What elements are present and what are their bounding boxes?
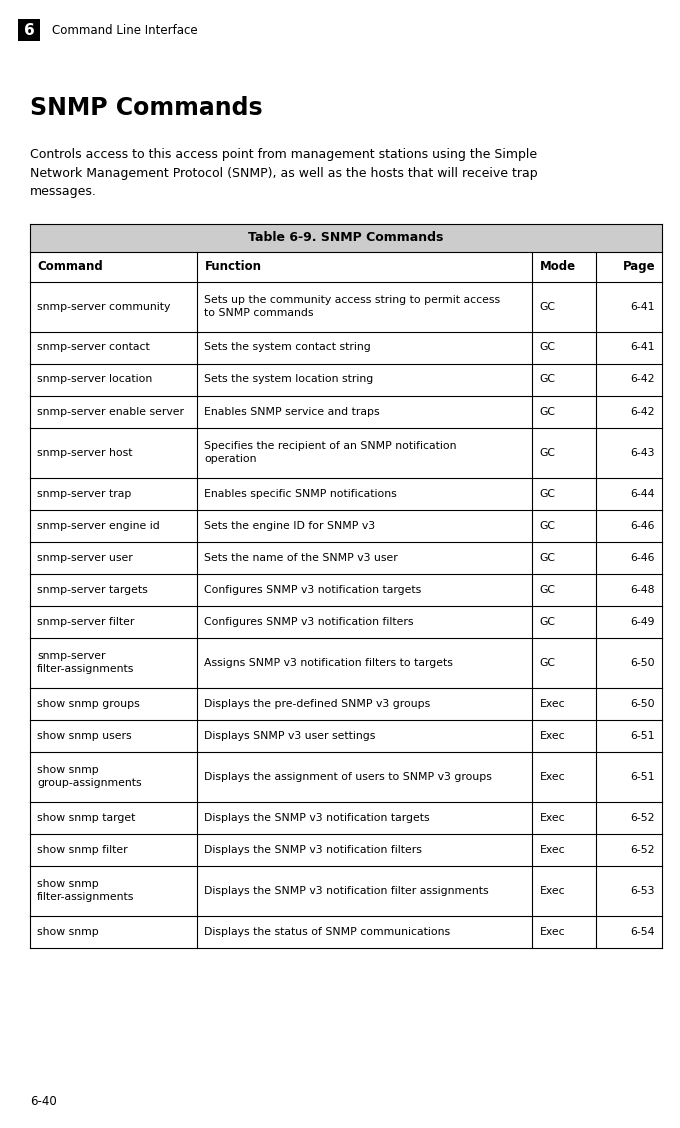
Text: show snmp groups: show snmp groups	[37, 698, 140, 708]
Text: Displays SNMP v3 user settings: Displays SNMP v3 user settings	[205, 731, 376, 740]
Text: show snmp
filter-assignments: show snmp filter-assignments	[37, 879, 135, 902]
Text: snmp-server enable server: snmp-server enable server	[37, 406, 184, 416]
Text: Displays the assignment of users to SNMP v3 groups: Displays the assignment of users to SNMP…	[205, 772, 492, 782]
Text: Exec: Exec	[539, 772, 565, 782]
Text: 6-51: 6-51	[630, 731, 655, 740]
Text: show snmp target: show snmp target	[37, 812, 135, 822]
Text: 6-50: 6-50	[630, 698, 655, 708]
Text: Table 6-9. SNMP Commands: Table 6-9. SNMP Commands	[248, 231, 443, 244]
Text: 6: 6	[24, 23, 35, 37]
Text: 6-42: 6-42	[630, 374, 655, 385]
Text: messages.: messages.	[30, 185, 97, 199]
Text: Sets up the community access string to permit access
to SNMP commands: Sets up the community access string to p…	[205, 294, 500, 318]
Text: Command Line Interface: Command Line Interface	[52, 24, 198, 36]
Text: 6-41: 6-41	[630, 301, 655, 311]
Text: Mode: Mode	[539, 259, 575, 273]
Text: Network Management Protocol (SNMP), as well as the hosts that will receive trap: Network Management Protocol (SNMP), as w…	[30, 167, 538, 179]
Text: Enables specific SNMP notifications: Enables specific SNMP notifications	[205, 488, 397, 499]
Text: snmp-server filter: snmp-server filter	[37, 617, 135, 626]
Text: SNMP Commands: SNMP Commands	[30, 96, 262, 120]
Text: snmp-server targets: snmp-server targets	[37, 584, 148, 594]
Text: 6-46: 6-46	[630, 553, 655, 563]
Text: 6-42: 6-42	[630, 406, 655, 416]
Text: GC: GC	[539, 374, 556, 385]
Text: Configures SNMP v3 notification targets: Configures SNMP v3 notification targets	[205, 584, 422, 594]
Text: 6-40: 6-40	[30, 1095, 56, 1108]
Text: 6-52: 6-52	[630, 845, 655, 855]
Text: 6-52: 6-52	[630, 812, 655, 822]
Text: 6-54: 6-54	[630, 926, 655, 936]
Text: Exec: Exec	[539, 698, 565, 708]
Text: 6-41: 6-41	[630, 343, 655, 352]
Text: GC: GC	[539, 488, 556, 499]
Text: Sets the system location string: Sets the system location string	[205, 374, 374, 385]
Text: snmp-server user: snmp-server user	[37, 553, 133, 563]
Text: snmp-server community: snmp-server community	[37, 301, 171, 311]
Text: snmp-server
filter-assignments: snmp-server filter-assignments	[37, 651, 135, 675]
Text: Displays the SNMP v3 notification targets: Displays the SNMP v3 notification target…	[205, 812, 430, 822]
Text: Displays the status of SNMP communications: Displays the status of SNMP communicatio…	[205, 926, 451, 936]
Text: GC: GC	[539, 553, 556, 563]
Text: snmp-server location: snmp-server location	[37, 374, 152, 385]
Text: Displays the SNMP v3 notification filter assignments: Displays the SNMP v3 notification filter…	[205, 885, 489, 896]
Text: Displays the pre-defined SNMP v3 groups: Displays the pre-defined SNMP v3 groups	[205, 698, 430, 708]
Text: 6-53: 6-53	[630, 885, 655, 896]
Text: Function: Function	[205, 259, 262, 273]
Text: Sets the engine ID for SNMP v3: Sets the engine ID for SNMP v3	[205, 520, 375, 530]
Text: Exec: Exec	[539, 926, 565, 936]
Text: GC: GC	[539, 301, 556, 311]
Text: 6-51: 6-51	[630, 772, 655, 782]
Text: GC: GC	[539, 658, 556, 668]
Text: Specifies the recipient of an SNMP notification
operation: Specifies the recipient of an SNMP notif…	[205, 441, 457, 464]
Text: Configures SNMP v3 notification filters: Configures SNMP v3 notification filters	[205, 617, 414, 626]
Text: GC: GC	[539, 406, 556, 416]
Text: 6-43: 6-43	[630, 448, 655, 458]
Text: GC: GC	[539, 343, 556, 352]
Text: GC: GC	[539, 448, 556, 458]
Text: GC: GC	[539, 617, 556, 626]
Text: show snmp: show snmp	[37, 926, 99, 936]
Text: Controls access to this access point from management stations using the Simple: Controls access to this access point fro…	[30, 148, 537, 161]
Text: snmp-server engine id: snmp-server engine id	[37, 520, 160, 530]
Text: Enables SNMP service and traps: Enables SNMP service and traps	[205, 406, 380, 416]
Text: 6-48: 6-48	[630, 584, 655, 594]
Text: 6-49: 6-49	[630, 617, 655, 626]
Text: 6-44: 6-44	[630, 488, 655, 499]
Text: Exec: Exec	[539, 845, 565, 855]
Bar	[18, 19, 40, 41]
Text: GC: GC	[539, 584, 556, 594]
Text: Sets the name of the SNMP v3 user: Sets the name of the SNMP v3 user	[205, 553, 398, 563]
Text: show snmp filter: show snmp filter	[37, 845, 128, 855]
Text: show snmp users: show snmp users	[37, 731, 132, 740]
Text: show snmp
group-assignments: show snmp group-assignments	[37, 765, 141, 788]
Text: snmp-server host: snmp-server host	[37, 448, 133, 458]
Text: Assigns SNMP v3 notification filters to targets: Assigns SNMP v3 notification filters to …	[205, 658, 454, 668]
Text: 6-46: 6-46	[630, 520, 655, 530]
Text: Displays the SNMP v3 notification filters: Displays the SNMP v3 notification filter…	[205, 845, 422, 855]
Text: Page: Page	[622, 259, 655, 273]
Text: snmp-server contact: snmp-server contact	[37, 343, 150, 352]
Text: Command: Command	[37, 259, 103, 273]
Text: Sets the system contact string: Sets the system contact string	[205, 343, 371, 352]
Text: 6-50: 6-50	[630, 658, 655, 668]
Text: GC: GC	[539, 520, 556, 530]
Text: Exec: Exec	[539, 812, 565, 822]
Text: Exec: Exec	[539, 731, 565, 740]
Text: Exec: Exec	[539, 885, 565, 896]
Bar	[30, 223, 662, 252]
Text: snmp-server trap: snmp-server trap	[37, 488, 131, 499]
